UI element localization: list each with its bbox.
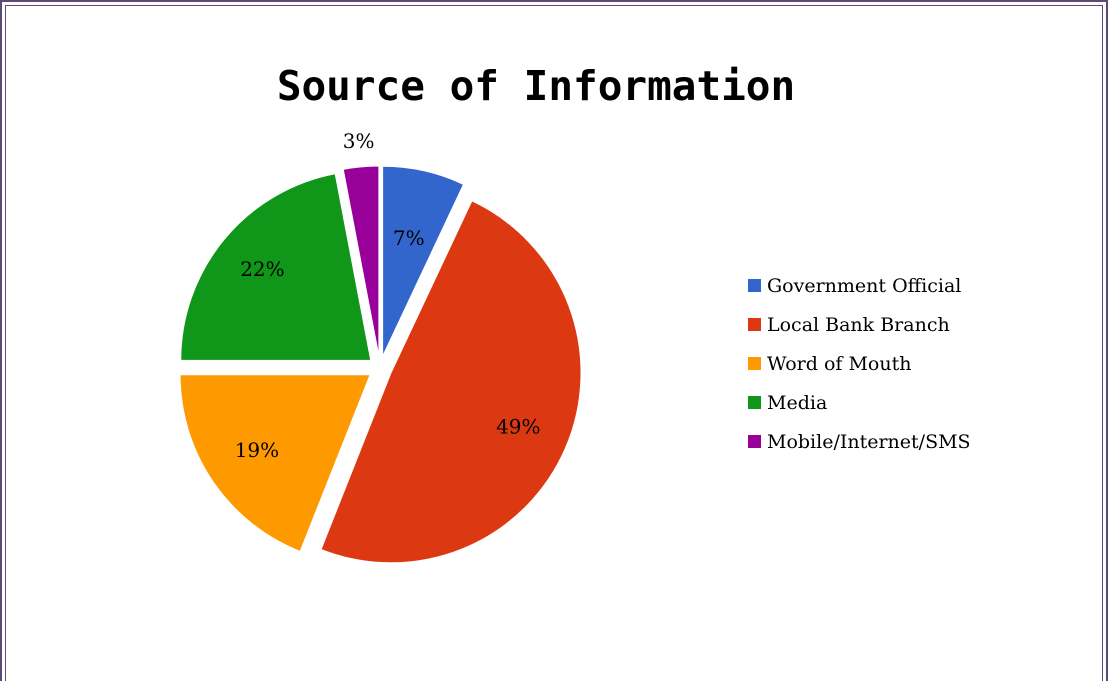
legend-swatch-mobile-internet-sms (748, 435, 761, 448)
pie-slice-local-bank-branch (320, 200, 582, 564)
pie-slices (179, 165, 582, 564)
pie-slice-word-of-mouth (179, 374, 371, 553)
data-label-word-of-mouth: 19% (235, 438, 279, 462)
legend-label: Media (767, 391, 828, 414)
legend-label: Government Official (767, 274, 962, 297)
legend-item-media: Media (748, 383, 971, 422)
chart-title: Source of Information (276, 62, 796, 110)
legend: Government Official Local Bank Branch Wo… (748, 266, 971, 461)
data-label-local-bank-branch: 49% (496, 414, 540, 438)
pie-slice-government-official (382, 165, 465, 357)
legend-label: Word of Mouth (767, 352, 912, 375)
legend-swatch-government-official (748, 279, 761, 292)
legend-item-government-official: Government Official (748, 266, 971, 305)
data-label-government-official: 7% (393, 226, 425, 250)
legend-item-word-of-mouth: Word of Mouth (748, 344, 971, 383)
data-label-media: 22% (240, 257, 284, 281)
inner-frame (5, 5, 1103, 681)
legend-item-mobile-internet-sms: Mobile/Internet/SMS (748, 422, 971, 461)
legend-swatch-local-bank-branch (748, 318, 761, 331)
legend-label: Local Bank Branch (767, 313, 950, 336)
legend-swatch-word-of-mouth (748, 357, 761, 370)
pie-slice-mobile-internet-sms (342, 165, 380, 357)
legend-item-local-bank-branch: Local Bank Branch (748, 305, 971, 344)
pie-slice-media (180, 173, 372, 361)
legend-swatch-media (748, 396, 761, 409)
pie-labels: 7% 49% 19% 22% 3% (235, 129, 541, 462)
legend-label: Mobile/Internet/SMS (767, 430, 971, 453)
data-label-mobile-internet-sms: 3% (343, 129, 375, 153)
